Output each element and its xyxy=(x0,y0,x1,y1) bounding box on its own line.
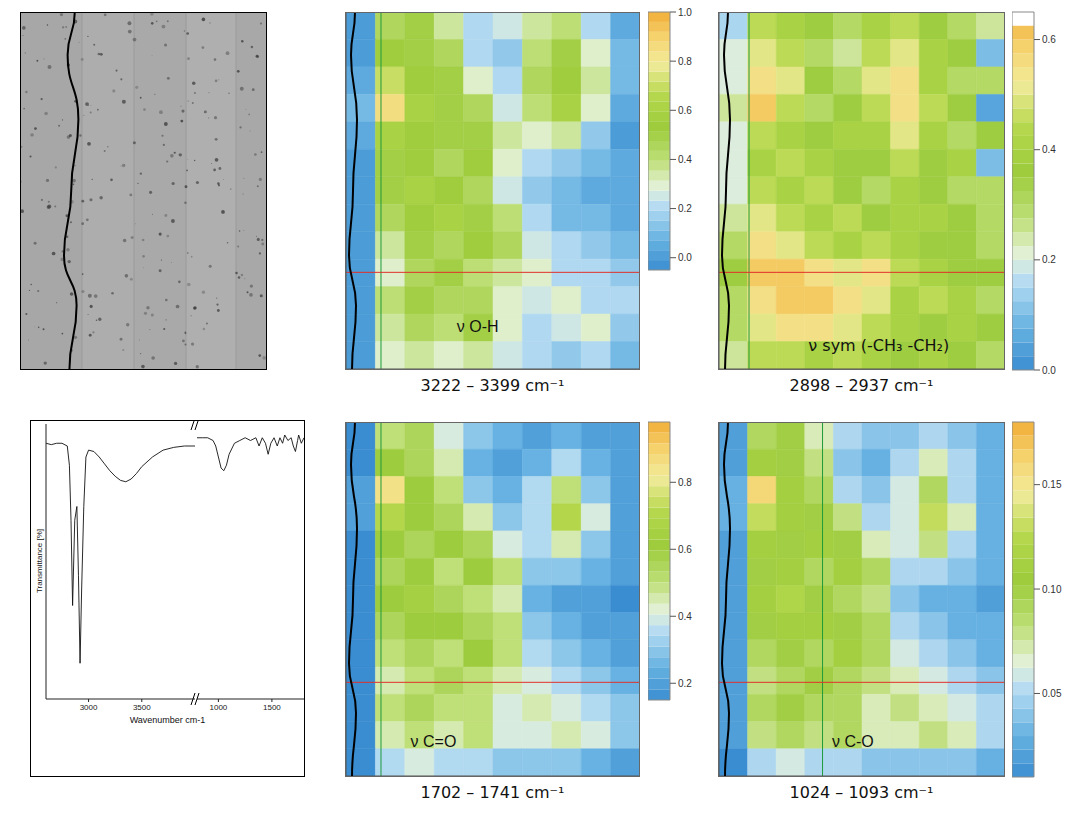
svg-text:0.2: 0.2 xyxy=(678,678,692,689)
svg-text:0.4: 0.4 xyxy=(678,611,692,622)
html-text:ν C=O: ν C=O xyxy=(410,732,457,750)
svg-text:0.4: 0.4 xyxy=(678,154,692,165)
svg-text:0.2: 0.2 xyxy=(678,203,692,214)
html-text:2898 – 2937 cm⁻¹: 2898 – 2937 cm⁻¹ xyxy=(789,376,934,395)
html-text:ν sym (-CH₃ -CH₂): ν sym (-CH₃ -CH₂) xyxy=(808,335,950,355)
svg-text:0.6: 0.6 xyxy=(1042,34,1056,45)
svg-text:0.05: 0.05 xyxy=(1042,688,1062,699)
html-text:1024 – 1093 cm⁻¹: 1024 – 1093 cm⁻¹ xyxy=(789,783,934,802)
svg-text:0.0: 0.0 xyxy=(678,252,692,263)
svg-text:1500: 1500 xyxy=(263,703,281,712)
svg-text:0.2: 0.2 xyxy=(1042,254,1056,265)
svg-text:0.6: 0.6 xyxy=(678,105,692,116)
svg-text:0.8: 0.8 xyxy=(678,56,692,67)
svg-text:0.6: 0.6 xyxy=(678,544,692,555)
svg-text:0.4: 0.4 xyxy=(1042,144,1056,155)
html-text:Wavenumber cm-1: Wavenumber cm-1 xyxy=(129,715,206,725)
svg-text:3500: 3500 xyxy=(133,703,151,712)
svg-text:3000: 3000 xyxy=(80,703,98,712)
svg-text:0.8: 0.8 xyxy=(678,477,692,488)
html-text:1702 – 1741 cm⁻¹: 1702 – 1741 cm⁻¹ xyxy=(420,783,565,802)
html-text:ν O-H: ν O-H xyxy=(456,318,499,335)
svg-text:0.0: 0.0 xyxy=(1042,365,1056,376)
html-text:Transmittance [%]: Transmittance [%] xyxy=(34,528,44,594)
svg-text:1000: 1000 xyxy=(210,703,228,712)
html-text:ν C-O: ν C-O xyxy=(832,732,874,750)
svg-text:0.10: 0.10 xyxy=(1042,584,1062,595)
svg-text:1.0: 1.0 xyxy=(678,7,692,18)
svg-text:0.15: 0.15 xyxy=(1042,479,1062,490)
html-text:3222 – 3399 cm⁻¹: 3222 – 3399 cm⁻¹ xyxy=(420,376,565,395)
